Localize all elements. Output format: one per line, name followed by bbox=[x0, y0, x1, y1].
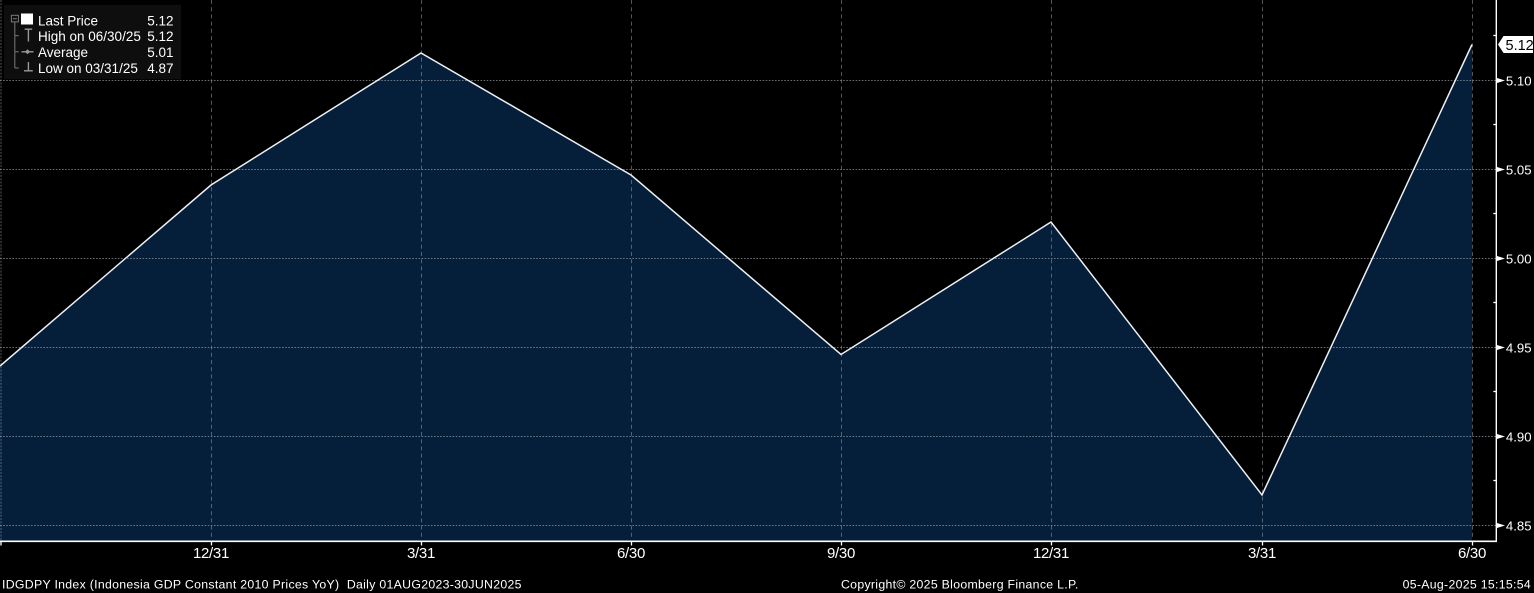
svg-text:5.00: 5.00 bbox=[1506, 252, 1532, 267]
svg-text:6/30: 6/30 bbox=[1458, 545, 1486, 562]
svg-text:Low on 03/31/25: Low on 03/31/25 bbox=[38, 61, 138, 76]
svg-text:9/30: 9/30 bbox=[827, 545, 855, 562]
svg-text:3/31: 3/31 bbox=[1248, 545, 1276, 562]
svg-text:5.10: 5.10 bbox=[1506, 74, 1532, 89]
svg-text:4.95: 4.95 bbox=[1506, 341, 1532, 356]
svg-text:IDGDPY Index (Indonesia GDP Co: IDGDPY Index (Indonesia GDP Constant 201… bbox=[2, 578, 522, 592]
svg-text:High on 06/30/25: High on 06/30/25 bbox=[38, 29, 141, 44]
svg-text:4.90: 4.90 bbox=[1506, 430, 1532, 445]
svg-text:3/31: 3/31 bbox=[407, 545, 435, 562]
svg-text:5.12: 5.12 bbox=[1506, 38, 1534, 54]
svg-text:5.12: 5.12 bbox=[147, 29, 173, 44]
svg-text:5.12: 5.12 bbox=[147, 13, 173, 28]
svg-text:05-Aug-2025 15:15:54: 05-Aug-2025 15:15:54 bbox=[1403, 578, 1531, 592]
svg-text:Copyright© 2025 Bloomberg Fina: Copyright© 2025 Bloomberg Finance L.P. bbox=[841, 578, 1079, 592]
svg-text:Last Price: Last Price bbox=[38, 13, 98, 28]
svg-text:12/31: 12/31 bbox=[193, 545, 229, 562]
svg-text:4.87: 4.87 bbox=[147, 61, 173, 76]
svg-text:5.01: 5.01 bbox=[147, 45, 173, 60]
svg-text:12/31: 12/31 bbox=[1033, 545, 1069, 562]
svg-text:5.05: 5.05 bbox=[1506, 163, 1532, 178]
svg-text:Average: Average bbox=[38, 45, 88, 60]
svg-text:4.85: 4.85 bbox=[1506, 519, 1532, 534]
svg-text:6/30: 6/30 bbox=[617, 545, 645, 562]
